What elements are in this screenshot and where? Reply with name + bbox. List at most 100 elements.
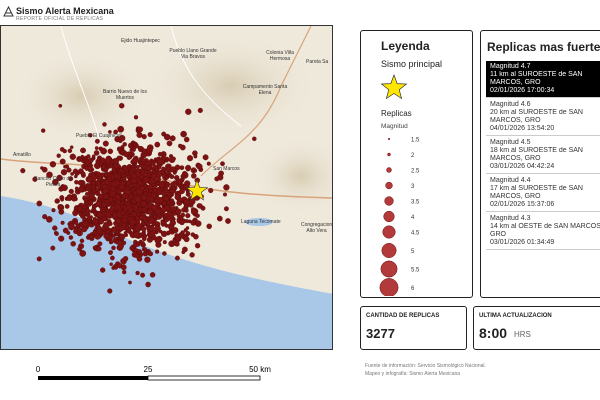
aftershock [72,168,79,175]
aftershock [42,214,48,220]
place-label: Rancho Cerro de Piedra [33,176,73,188]
aftershock [162,201,167,206]
aftershock [179,219,185,226]
aftershock [94,146,99,150]
aftershock [146,165,152,171]
aftershock [77,157,82,162]
aftershock [133,239,138,244]
item-location: 11 km al SUROESTE de SAN MARCOS, GRO [490,71,583,86]
aftershock [145,281,151,288]
aftershock [141,134,147,140]
aftershock [92,198,96,203]
magnitude-label: 6 [411,286,415,292]
aftershock [137,145,142,151]
item-magnitude: Magnitud 4.5 [490,139,531,146]
item-datetime: 04/01/2026 13:54:20 [490,125,555,132]
aftershock [96,227,104,235]
aftershock [77,205,83,212]
aftershock [223,206,229,212]
aftershock [79,250,87,257]
aftershock [91,183,95,188]
aftershock [157,157,165,165]
aftershock [114,203,121,211]
place-label: Amatillo [13,152,31,158]
aftershock [177,183,181,188]
aftershock [139,215,145,221]
place-label: Laguna Tecomate [241,219,281,225]
aftershock-item: Magnitud 4.6 20 km al SUROESTE de SAN MAR… [486,99,600,136]
aftershock [165,181,169,186]
count-value: 3277 [366,326,395,341]
place-label: Congregacion Alto Vera [301,222,333,234]
aftershock-item: Magnitud 4.3 14 km al OESTE de SAN MARCOS… [486,213,600,250]
aftershock [214,176,220,182]
aftershock [74,174,78,179]
magnitude-symbol [387,137,391,141]
road [200,26,312,177]
magnitude-symbol [380,260,398,278]
aftershock [88,133,93,138]
legend-replicas-label: Replicas [381,109,412,118]
aftershock [84,192,89,196]
aftershock [216,215,223,222]
aftershock [115,232,119,237]
aftershock [163,187,169,194]
scale-bar: 0 25 50 km [36,365,271,381]
aftershock [115,218,122,224]
aftershock [126,175,131,179]
aftershock [41,166,48,173]
aftershock [123,200,128,204]
aftershock [88,193,95,200]
place-label: Ejido Huajintepec [121,38,160,44]
aftershock [178,143,183,149]
aftershock [92,245,97,250]
aftershock [158,229,163,234]
aftershock [154,236,162,244]
aftershock [156,181,161,186]
aftershock [179,188,185,195]
aftershock [142,247,148,252]
aftershock [142,176,150,184]
magnitude-symbol [382,225,396,239]
aftershock [166,140,173,147]
aftershock [58,235,65,242]
aftershock [109,262,113,266]
aftershock [168,156,176,164]
aftershock [222,192,228,197]
aftershock [52,225,58,231]
aftershock [185,191,191,197]
aftershock [123,151,130,158]
header-title: Sismo Alerta Mexicana [16,6,114,16]
aftershock [176,199,183,206]
count-label: CANTIDAD DE REPLICAS [366,313,440,319]
aftershock [193,168,198,173]
aftershock [92,218,99,225]
item-magnitude: Magnitud 4.4 [490,177,531,184]
aftershock [41,128,46,133]
aftershock [135,270,140,276]
magnitude-symbol [381,243,397,258]
aftershock [93,211,97,216]
aftershock-item: Magnitud 4.7 11 km al SUROESTE de SAN MAR… [486,61,600,98]
aftershock-item: Magnitud 4.5 18 km al SUROESTE de SAN MAR… [486,137,600,174]
place-label: Parota Sa [306,59,329,65]
aftershock [104,157,112,164]
aftershock [185,213,191,219]
aftershock [122,269,127,275]
aftershock [116,189,122,195]
aftershock [73,220,79,225]
aftershock [172,227,179,234]
terrain [251,136,332,216]
aftershock [175,208,182,215]
aftershock [83,155,88,160]
aftershock [148,196,155,203]
aftershock [143,191,148,196]
aftershock [190,232,196,237]
aftershock [130,172,137,179]
aftershock [56,174,63,182]
aftershock [88,199,94,206]
main-quake-star [185,179,209,201]
aftershock [139,185,145,191]
aftershock [111,266,116,270]
aftershock [111,181,117,188]
